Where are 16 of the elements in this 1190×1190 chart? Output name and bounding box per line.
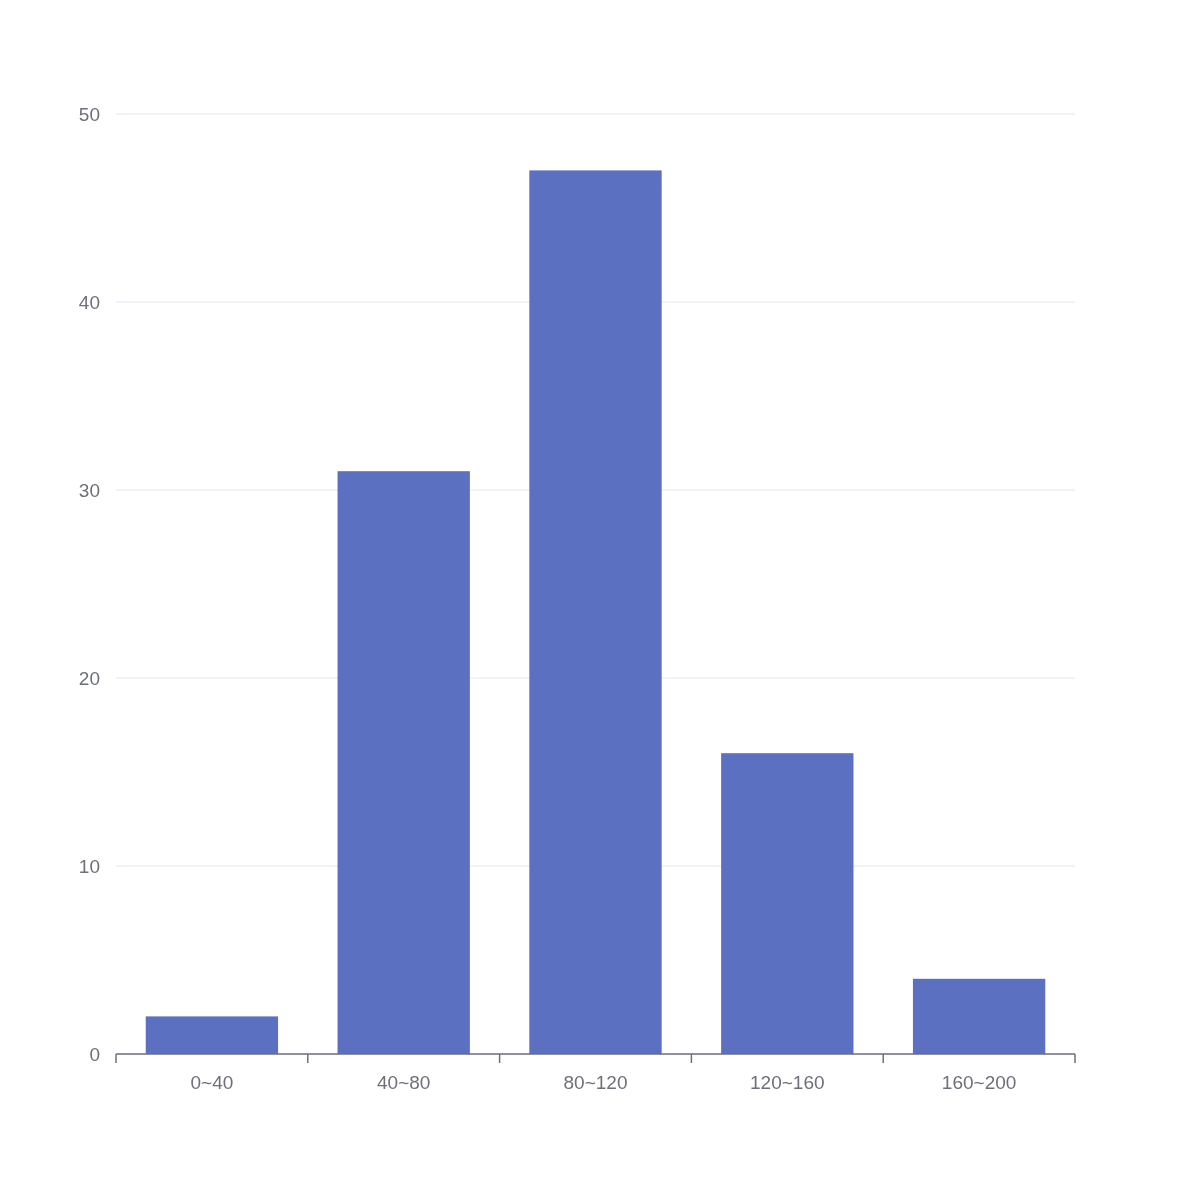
y-tick-label: 20 (78, 667, 100, 689)
y-tick-label: 10 (78, 855, 100, 877)
bar (912, 978, 1046, 1054)
bar (721, 753, 854, 1054)
bar (145, 1016, 279, 1054)
x-tick-label: 160~200 (941, 1072, 1017, 1093)
x-tick-label: 0~40 (190, 1072, 234, 1093)
y-tick-label: 30 (78, 479, 100, 501)
x-tick-label: 120~160 (750, 1072, 825, 1093)
y-tick-label: 0 (89, 1043, 100, 1065)
y-tick-label: 50 (78, 103, 100, 125)
y-tick-label: 40 (78, 291, 100, 313)
bar (529, 170, 662, 1054)
x-tick-label: 40~80 (377, 1072, 431, 1093)
x-tick-label: 80~120 (563, 1072, 628, 1093)
bar (337, 471, 470, 1054)
